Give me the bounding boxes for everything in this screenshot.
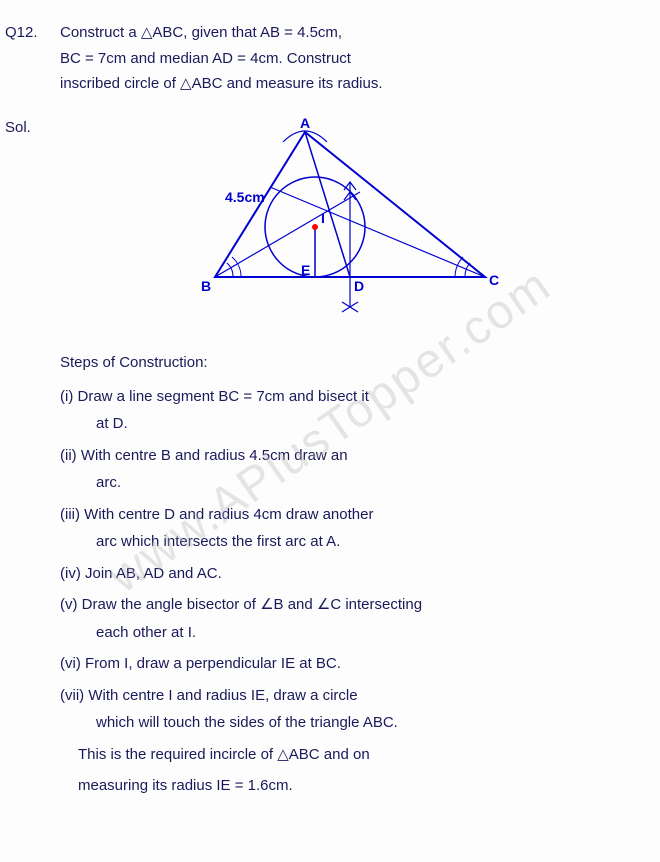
step-3: (iii) With centre D and radius 4cm draw … [60, 502, 630, 528]
step-1: (i) Draw a line segment BC = 7cm and bis… [60, 384, 630, 410]
svg-text:I: I [321, 210, 325, 226]
svg-text:A: A [300, 115, 310, 131]
step-4: (iv) Join AB, AD and AC. [60, 561, 630, 587]
step-7-sub: which will touch the sides of the triang… [60, 710, 630, 736]
step-7-sub3: measuring its radius IE = 1.6cm. [60, 773, 630, 799]
step-7-sub2: This is the required incircle of △ABC an… [60, 742, 630, 768]
svg-text:B: B [201, 278, 211, 294]
step-5-sub: each other at I. [60, 620, 630, 646]
triangle-diagram: 4.5cm A B C D E I [60, 112, 630, 331]
svg-text:E: E [301, 262, 310, 278]
step-6: (vi) From I, draw a perpendicular IE at … [60, 651, 630, 677]
q-line3: inscribed circle of △ABC and measure its… [60, 71, 630, 97]
svg-text:4.5cm: 4.5cm [225, 189, 265, 205]
question-text: Construct a △ABC, given that AB = 4.5cm,… [60, 20, 630, 97]
step-2-sub: arc. [60, 470, 630, 496]
svg-text:C: C [489, 272, 499, 288]
step-7: (vii) With centre I and radius IE, draw … [60, 683, 630, 709]
svg-text:D: D [354, 278, 364, 294]
q-line2: BC = 7cm and median AD = 4cm. Construct [60, 46, 630, 72]
step-2: (ii) With centre B and radius 4.5cm draw… [60, 443, 630, 469]
step-5: (v) Draw the angle bisector of ∠B and ∠C… [60, 592, 630, 618]
steps-list: (i) Draw a line segment BC = 7cm and bis… [60, 384, 630, 799]
q-line1: Construct a △ABC, given that AB = 4.5cm, [60, 20, 630, 46]
question-number: Q12. [5, 20, 38, 46]
step-3-sub: arc which intersects the first arc at A. [60, 529, 630, 555]
step-1-sub: at D. [60, 411, 630, 437]
steps-heading: Steps of Construction: [60, 350, 630, 376]
solution-label: Sol. [5, 115, 31, 141]
